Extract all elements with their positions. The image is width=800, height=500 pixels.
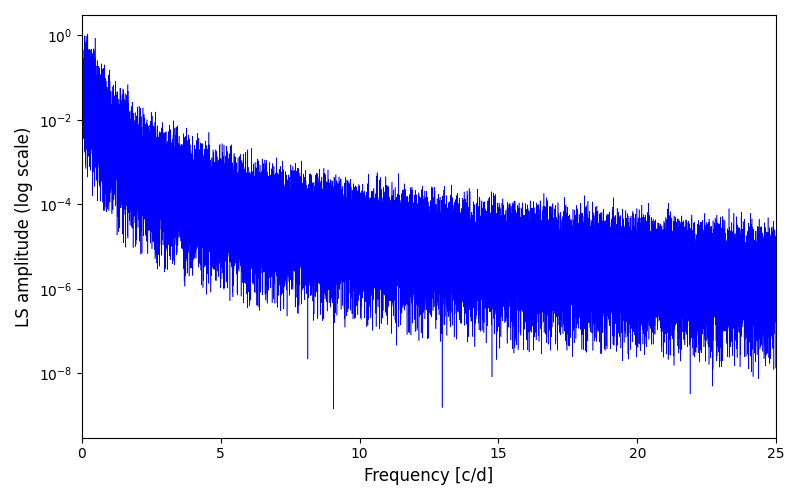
- Y-axis label: LS amplitude (log scale): LS amplitude (log scale): [15, 126, 33, 326]
- X-axis label: Frequency [c/d]: Frequency [c/d]: [364, 467, 494, 485]
